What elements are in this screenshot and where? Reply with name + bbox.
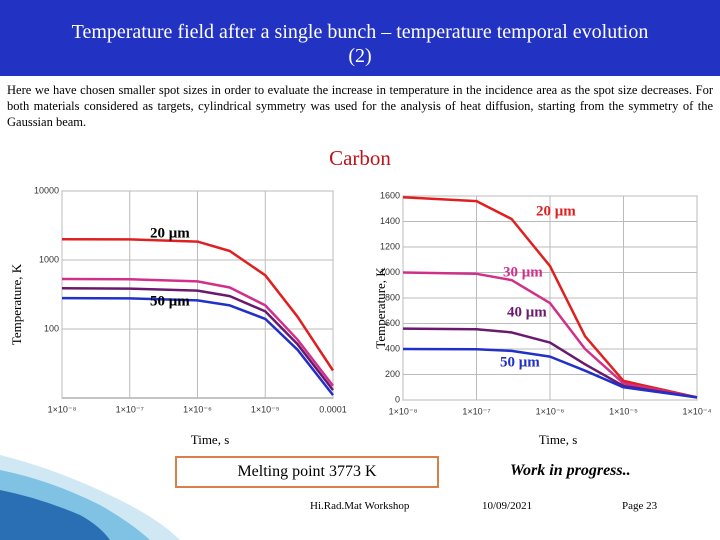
y-tick-label: 400 (385, 343, 400, 353)
y-tick-label: 1400 (380, 216, 400, 226)
y-axis-label: Temperature, K (9, 263, 24, 345)
x-tick-label: 1×10⁻⁸ (48, 404, 77, 414)
annotation: 50 μm (500, 354, 540, 370)
y-tick-label: 1600 (380, 190, 400, 200)
y-tick-label: 10000 (34, 185, 59, 195)
annotation: 20 μm (536, 203, 576, 219)
x-axis-label: Time, s (191, 432, 230, 447)
y-tick-label: 1200 (380, 241, 400, 251)
annotation: 20 μm (150, 225, 190, 241)
y-tick-label: 100 (44, 323, 59, 333)
x-tick-label: 1×10⁻⁸ (389, 406, 418, 416)
annotation: 40 μm (507, 304, 547, 320)
material-heading: Carbon (329, 146, 391, 170)
y-tick-label: 600 (385, 318, 400, 328)
data-line (402, 347, 698, 399)
footer-page: Page 23 (622, 500, 658, 512)
slide-title: Temperature field after a single bunch –… (0, 0, 720, 76)
x-tick-label: 0.0001 (319, 404, 347, 414)
status-note: Work in progress.. (510, 462, 631, 479)
x-tick-label: 1×10⁻⁵ (609, 406, 638, 416)
x-tick-label: 1×10⁻⁴ (683, 406, 712, 416)
x-tick-label: 1×10⁻⁵ (251, 404, 280, 414)
decoration (0, 490, 110, 540)
x-tick-label: 1×10⁻⁷ (462, 406, 490, 416)
data-line (61, 237, 335, 372)
annotation: 50 μm (150, 293, 190, 309)
data-line (61, 296, 334, 396)
data-line (402, 196, 698, 399)
data-line (61, 286, 334, 391)
x-tick-label: 1×10⁻⁶ (536, 406, 565, 416)
x-axis-label: Time, s (539, 432, 578, 447)
y-tick-label: 200 (385, 369, 400, 379)
y-tick-label: 1000 (39, 254, 59, 264)
x-tick-label: 1×10⁻⁷ (116, 404, 144, 414)
footer-date: 10/09/2021 (482, 500, 533, 512)
y-tick-label: 0 (395, 394, 400, 404)
y-tick-label: 800 (385, 292, 400, 302)
intro-text: Here we have chosen smaller spot sizes i… (7, 83, 713, 129)
y-axis-label: Temperature, K (373, 267, 388, 349)
footer-event: Hi.Rad.Mat Workshop (310, 500, 410, 512)
y-tick-label: 1000 (380, 267, 400, 277)
data-line (61, 277, 334, 387)
data-line (402, 271, 698, 399)
x-tick-label: 1×10⁻⁶ (183, 404, 212, 414)
annotation: 30 μm (503, 264, 543, 280)
melting-point-box: Melting point 3773 K (175, 456, 439, 488)
